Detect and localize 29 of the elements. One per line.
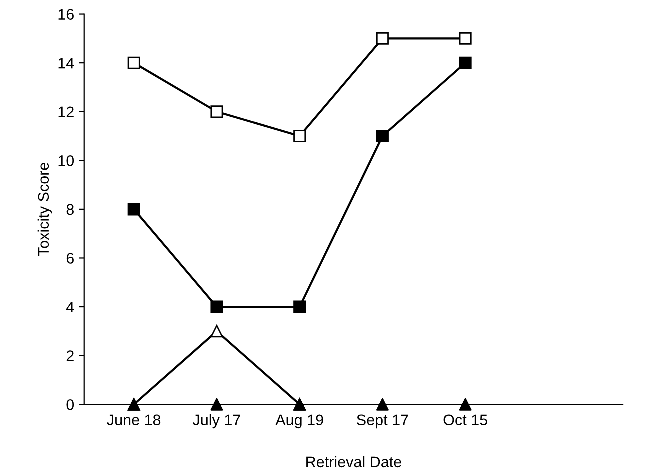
point: [128, 56, 140, 70]
y-axis-title: Toxicity Score: [38, 163, 52, 256]
point: [376, 32, 389, 45]
point: [376, 130, 389, 143]
x-tick-label: Aug 19: [276, 414, 324, 429]
y-tick-label: 8: [66, 204, 74, 216]
point: [294, 300, 306, 314]
point: [459, 398, 472, 411]
x-tick-label: July 17: [193, 414, 240, 429]
x-tick-label: Oct 15: [444, 414, 488, 426]
y-tick-label: 6: [66, 253, 74, 264]
y-tick-label: 12: [58, 106, 74, 118]
x-axis-title: Retrieval Date: [306, 456, 402, 468]
point: [210, 106, 224, 118]
point: [128, 203, 140, 216]
point: [210, 300, 224, 314]
point: [459, 32, 472, 45]
point: [210, 398, 224, 411]
point: [459, 56, 472, 70]
x-tick-label: Sept 17: [357, 414, 408, 429]
y-tick-label: 4: [66, 302, 74, 313]
y-tick-label: 16: [58, 9, 74, 20]
x-tick-label: June 18: [107, 414, 161, 426]
y-tick-label: 14: [58, 58, 74, 69]
y-tick-label: 2: [66, 350, 74, 362]
y-tick-label: 10: [58, 156, 74, 166]
point: [376, 398, 389, 411]
point: [294, 130, 306, 143]
y-tick-label: 0: [66, 399, 74, 410]
